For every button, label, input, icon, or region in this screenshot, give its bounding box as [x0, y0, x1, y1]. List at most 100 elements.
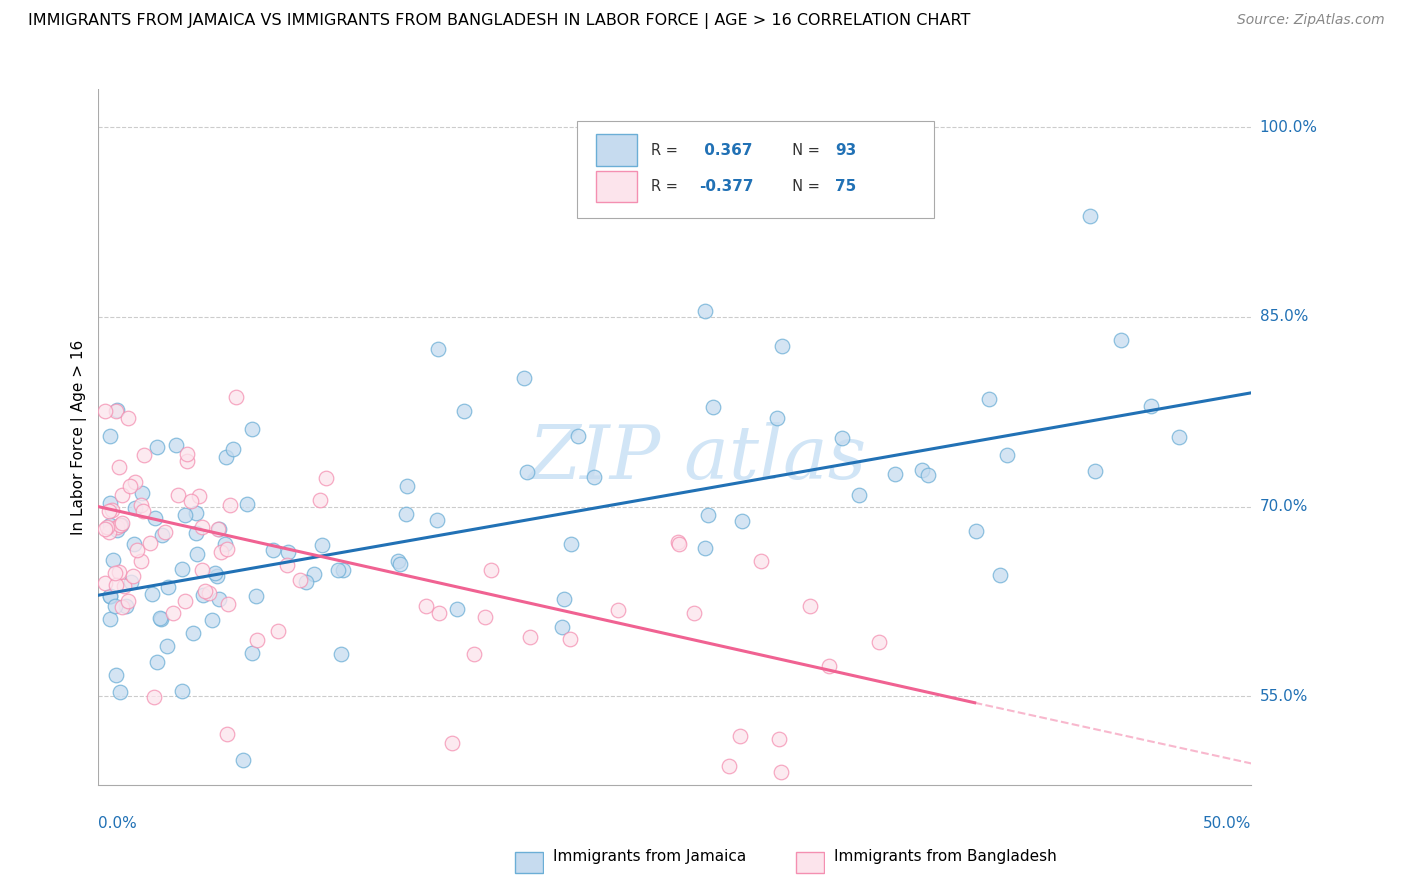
Point — [98, 504, 121, 518]
Point — [817, 659, 839, 673]
Point — [187, 489, 209, 503]
Point — [315, 471, 337, 485]
Point — [180, 494, 202, 508]
FancyBboxPatch shape — [576, 120, 934, 218]
Text: 0.0%: 0.0% — [98, 815, 138, 830]
Point — [682, 606, 704, 620]
Point — [427, 342, 450, 356]
Point — [560, 537, 582, 551]
Point — [965, 524, 987, 538]
Point — [176, 447, 198, 461]
Point — [702, 400, 724, 414]
Point — [96, 520, 118, 534]
Point — [122, 537, 145, 551]
Text: 55.0%: 55.0% — [1260, 689, 1308, 704]
Point — [267, 624, 290, 639]
Text: Immigrants from Jamaica: Immigrants from Jamaica — [553, 849, 745, 863]
Point — [105, 578, 128, 592]
Point — [176, 454, 198, 468]
Point — [217, 541, 239, 556]
Bar — [515, 852, 543, 873]
Point — [304, 567, 326, 582]
Point — [142, 690, 165, 704]
Point — [190, 519, 212, 533]
Point — [218, 498, 240, 512]
Point — [207, 591, 229, 606]
Point — [215, 450, 238, 465]
Point — [103, 552, 125, 566]
Text: Immigrants from Bangladesh: Immigrants from Bangladesh — [834, 849, 1056, 863]
Point — [519, 630, 541, 644]
Point — [201, 613, 224, 627]
Point — [204, 566, 226, 580]
Point — [328, 564, 350, 578]
Point — [718, 759, 741, 773]
Point — [110, 488, 132, 502]
Point — [98, 589, 121, 603]
Point — [295, 574, 318, 589]
Point — [768, 732, 790, 747]
Point — [181, 626, 204, 640]
Point — [232, 753, 254, 767]
Point — [104, 668, 127, 682]
Point — [194, 583, 217, 598]
Point — [606, 603, 628, 617]
Y-axis label: In Labor Force | Age > 16: In Labor Force | Age > 16 — [72, 340, 87, 534]
Point — [94, 576, 117, 591]
Point — [131, 485, 153, 500]
Point — [479, 563, 502, 577]
Point — [330, 647, 353, 661]
Point — [120, 479, 142, 493]
Point — [977, 392, 1000, 406]
Point — [149, 611, 172, 625]
Point — [988, 567, 1011, 582]
Point — [697, 508, 720, 522]
Point — [262, 542, 284, 557]
Point — [1078, 209, 1101, 223]
Point — [728, 729, 751, 743]
Point — [94, 522, 117, 536]
Point — [198, 586, 221, 600]
Point — [124, 475, 146, 490]
Point — [208, 523, 231, 537]
Point — [127, 542, 149, 557]
Point — [1109, 333, 1132, 347]
Point — [108, 685, 131, 699]
Text: R =: R = — [651, 143, 682, 158]
Point — [395, 478, 418, 492]
Point — [245, 589, 267, 603]
Point — [1140, 399, 1163, 413]
Point — [105, 403, 128, 417]
Point — [104, 403, 127, 417]
Point — [134, 448, 156, 462]
Text: 75: 75 — [835, 178, 856, 194]
Point — [1167, 430, 1189, 444]
Point — [567, 429, 589, 443]
Point — [156, 639, 179, 653]
Point — [453, 404, 475, 418]
Point — [427, 607, 450, 621]
Point — [105, 523, 128, 537]
Point — [209, 545, 232, 559]
Point — [166, 488, 188, 502]
Point — [558, 632, 581, 646]
Point — [668, 537, 690, 551]
Point — [100, 502, 122, 516]
Text: 85.0%: 85.0% — [1260, 310, 1308, 325]
Point — [184, 506, 207, 520]
Point — [124, 501, 146, 516]
Text: IMMIGRANTS FROM JAMAICA VS IMMIGRANTS FROM BANGLADESH IN LABOR FORCE | AGE > 16 : IMMIGRANTS FROM JAMAICA VS IMMIGRANTS FR… — [28, 13, 970, 29]
FancyBboxPatch shape — [596, 170, 637, 202]
Point — [311, 538, 333, 552]
Point — [132, 504, 155, 518]
Point — [104, 599, 127, 614]
Point — [98, 612, 121, 626]
Point — [117, 411, 139, 425]
FancyBboxPatch shape — [596, 135, 637, 166]
Point — [995, 448, 1018, 462]
Point — [831, 431, 853, 445]
Point — [693, 541, 716, 555]
Point — [426, 513, 449, 527]
Point — [145, 440, 167, 454]
Point — [387, 553, 409, 567]
